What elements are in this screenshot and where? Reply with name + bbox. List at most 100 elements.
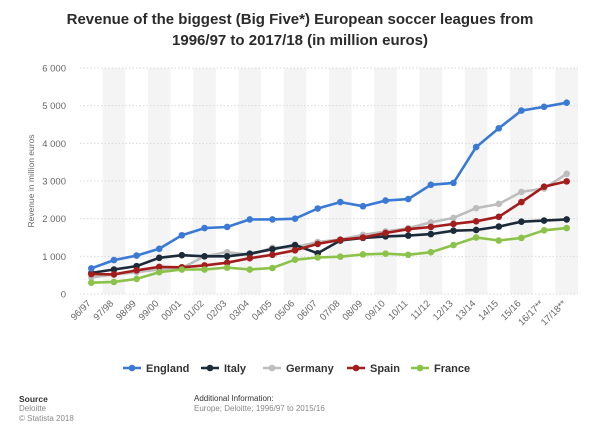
data-point-france[interactable] <box>246 266 254 273</box>
data-point-spain[interactable] <box>427 223 435 231</box>
additional-info-text: Europe; Deloitte; 1996/97 to 2015/16 <box>194 404 325 413</box>
data-point-france[interactable] <box>201 266 208 273</box>
data-point-spain[interactable] <box>269 251 276 259</box>
data-point-france[interactable] <box>563 224 570 232</box>
data-point-germany[interactable] <box>472 204 480 212</box>
data-point-spain[interactable] <box>110 271 118 278</box>
data-point-england[interactable] <box>563 99 570 106</box>
x-tick-label: 17/18** <box>539 298 569 328</box>
data-point-italy[interactable] <box>291 241 299 249</box>
data-point-spain[interactable] <box>291 247 299 254</box>
data-point-italy[interactable] <box>404 232 412 239</box>
data-point-england[interactable] <box>450 179 457 187</box>
data-point-france[interactable] <box>337 253 344 261</box>
data-point-germany[interactable] <box>563 170 570 178</box>
data-point-france[interactable] <box>314 254 321 261</box>
data-point-england[interactable] <box>291 215 299 222</box>
data-point-italy[interactable] <box>201 253 208 260</box>
data-point-france[interactable] <box>382 250 389 257</box>
data-point-england[interactable] <box>88 265 95 272</box>
data-point-france[interactable] <box>540 227 548 234</box>
data-point-spain[interactable] <box>450 220 457 228</box>
data-point-spain[interactable] <box>246 254 254 262</box>
x-tick-label: 96/97 <box>69 298 94 323</box>
data-point-spain[interactable] <box>382 229 389 237</box>
data-point-france[interactable] <box>223 264 231 271</box>
data-point-england[interactable] <box>314 205 321 212</box>
data-point-spain[interactable] <box>155 263 163 271</box>
data-point-spain[interactable] <box>337 236 344 244</box>
data-point-spain[interactable] <box>404 225 412 233</box>
data-point-spain[interactable] <box>563 178 570 185</box>
legend-item-italy[interactable]: Italy <box>201 363 247 375</box>
data-point-england[interactable] <box>110 256 118 264</box>
data-point-italy[interactable] <box>563 216 570 223</box>
data-point-spain[interactable] <box>133 266 140 274</box>
data-point-france[interactable] <box>155 268 163 276</box>
legend-item-germany[interactable]: Germany <box>263 363 335 375</box>
data-point-italy[interactable] <box>472 226 480 234</box>
data-point-italy[interactable] <box>269 245 276 253</box>
data-point-italy[interactable] <box>427 230 435 238</box>
data-point-england[interactable] <box>155 245 163 253</box>
data-point-italy[interactable] <box>495 223 503 230</box>
data-point-france[interactable] <box>178 266 186 273</box>
data-point-france[interactable] <box>404 251 412 259</box>
data-point-england[interactable] <box>269 216 276 223</box>
data-point-france[interactable] <box>359 251 367 258</box>
data-point-italy[interactable] <box>110 266 118 273</box>
data-point-spain[interactable] <box>314 240 321 248</box>
data-point-france[interactable] <box>88 279 95 287</box>
data-point-spain[interactable] <box>359 234 367 241</box>
data-point-italy[interactable] <box>246 250 254 257</box>
data-point-france[interactable] <box>110 278 118 286</box>
data-point-france[interactable] <box>133 275 140 283</box>
data-point-germany[interactable] <box>518 188 525 196</box>
data-point-italy[interactable] <box>223 253 231 260</box>
data-point-england[interactable] <box>518 107 525 114</box>
series-line-england <box>90 101 567 270</box>
data-point-spain[interactable] <box>223 259 231 267</box>
data-point-england[interactable] <box>359 202 367 210</box>
source-heading: Source <box>19 394 48 404</box>
data-point-france[interactable] <box>291 256 299 264</box>
data-point-england[interactable] <box>427 181 435 189</box>
data-point-italy[interactable] <box>178 251 186 259</box>
data-point-france[interactable] <box>427 248 435 256</box>
y-tick-label: 3 000 <box>42 177 66 188</box>
legend-item-france[interactable]: France <box>411 363 470 375</box>
data-point-england[interactable] <box>540 103 548 111</box>
data-point-italy[interactable] <box>450 227 457 235</box>
data-point-england[interactable] <box>404 195 412 203</box>
legend[interactable]: England Italy Germany Spain France <box>123 363 470 375</box>
data-point-spain[interactable] <box>472 218 480 225</box>
data-point-france[interactable] <box>450 241 457 249</box>
data-point-spain[interactable] <box>88 270 95 278</box>
data-point-germany[interactable] <box>450 214 457 222</box>
legend-item-england[interactable]: England <box>123 363 189 375</box>
data-point-spain[interactable] <box>540 183 548 190</box>
data-point-england[interactable] <box>133 252 140 259</box>
legend-item-spain[interactable]: Spain <box>347 363 400 375</box>
y-tick-label: 6 000 <box>42 64 66 75</box>
data-point-france[interactable] <box>472 234 480 241</box>
data-point-france[interactable] <box>495 237 503 244</box>
data-point-england[interactable] <box>223 223 231 231</box>
data-point-italy[interactable] <box>155 254 163 262</box>
chart-title-line-1: Revenue of the biggest (Big Five*) Europ… <box>67 11 534 28</box>
data-point-france[interactable] <box>518 234 525 242</box>
data-point-germany[interactable] <box>495 200 503 208</box>
data-point-england[interactable] <box>337 198 344 206</box>
data-point-spain[interactable] <box>495 213 503 221</box>
data-point-england[interactable] <box>178 231 186 239</box>
data-point-england[interactable] <box>495 124 503 132</box>
data-point-germany[interactable] <box>427 219 435 226</box>
data-point-england[interactable] <box>201 224 208 232</box>
data-point-france[interactable] <box>269 264 276 272</box>
data-point-italy[interactable] <box>540 217 548 224</box>
data-point-england[interactable] <box>382 197 389 204</box>
data-point-italy[interactable] <box>518 218 525 225</box>
data-point-england[interactable] <box>472 143 480 151</box>
data-point-spain[interactable] <box>518 198 525 206</box>
data-point-england[interactable] <box>246 216 254 223</box>
